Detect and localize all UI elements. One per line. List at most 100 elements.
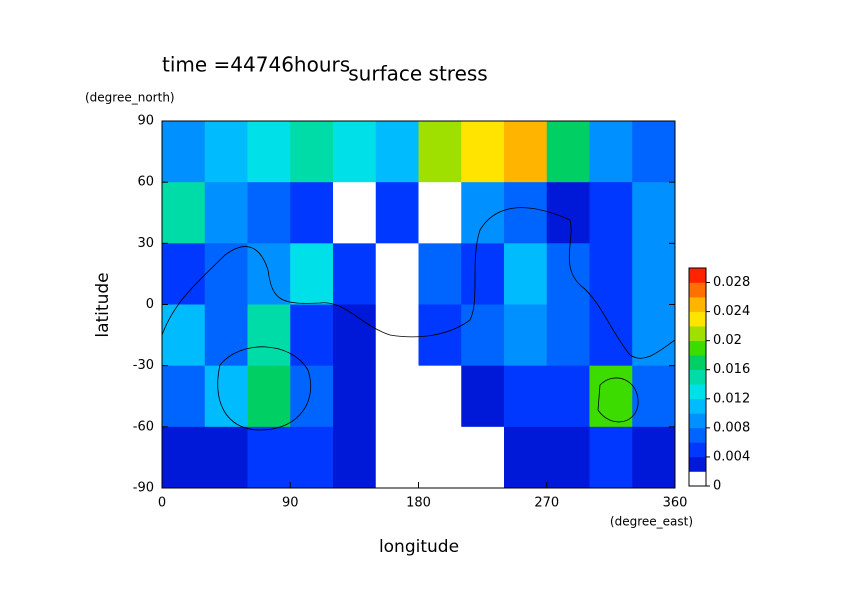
chart-title: surface stress <box>348 62 487 86</box>
cell <box>290 304 334 367</box>
cell <box>461 304 505 367</box>
cell <box>632 121 676 183</box>
cell <box>290 121 334 183</box>
coastline <box>217 346 312 431</box>
coastline <box>597 377 639 423</box>
cell <box>546 243 590 305</box>
colorbar-swatch <box>689 427 706 443</box>
x-unit: (degree_east) <box>610 515 693 529</box>
cell <box>589 426 633 489</box>
cell <box>247 426 291 489</box>
cell <box>290 243 334 305</box>
cell <box>632 426 676 489</box>
y-tick-label: -30 <box>133 358 154 373</box>
cell <box>546 304 590 367</box>
colorbar-swatch <box>689 340 706 356</box>
colorbar-swatch <box>689 369 706 385</box>
cell <box>632 243 676 305</box>
colorbar-swatch <box>689 398 706 414</box>
cell <box>204 365 248 428</box>
colorbar-swatch <box>689 282 706 298</box>
cell <box>247 365 291 428</box>
cell <box>333 426 377 489</box>
colorbar-swatch <box>689 297 706 312</box>
colorbar-tick-label: 0.028 <box>713 275 750 290</box>
cell <box>247 182 291 244</box>
cell <box>461 243 505 305</box>
y-axis-label: latitude <box>93 272 113 337</box>
x-tick-label: 180 <box>406 496 431 511</box>
cell <box>375 365 419 428</box>
cell <box>504 121 548 183</box>
cell <box>589 243 633 305</box>
colorbar-swatch <box>689 413 706 429</box>
cell <box>333 304 377 367</box>
y-tick-label: -60 <box>133 419 154 434</box>
cell <box>290 426 334 489</box>
cell <box>418 365 462 428</box>
y-tick-label: 60 <box>137 175 154 190</box>
colorbar-swatch <box>689 268 706 283</box>
cell <box>546 426 590 489</box>
cell <box>247 304 291 367</box>
cell <box>333 121 377 183</box>
colorbar-tick-label: 0.004 <box>713 449 750 464</box>
cell <box>589 182 633 244</box>
cell <box>333 182 377 244</box>
cell <box>418 121 462 183</box>
cell <box>204 182 248 244</box>
colorbar-swatch <box>689 311 706 327</box>
coastline <box>161 207 676 359</box>
cell <box>504 365 548 428</box>
colorbar-tick-label: 0.012 <box>713 391 750 406</box>
cell <box>333 365 377 428</box>
colorbar-swatch <box>689 355 706 371</box>
colorbar-swatch <box>689 471 706 487</box>
cell <box>375 182 419 244</box>
cell <box>632 304 676 367</box>
cell <box>247 121 291 183</box>
cell <box>162 304 206 367</box>
colorbar-tick-label: 0.02 <box>713 333 742 348</box>
cell <box>204 304 248 367</box>
cell <box>504 243 548 305</box>
colorbar-tick-label: 0.024 <box>713 304 750 319</box>
x-tick-label: 360 <box>663 496 688 511</box>
time-label: time =44746hours <box>162 53 350 77</box>
cell <box>589 304 633 367</box>
cell <box>375 304 419 367</box>
cell <box>589 365 633 428</box>
field <box>162 121 676 489</box>
cell <box>375 426 419 489</box>
x-tick-label: 0 <box>158 496 166 511</box>
cell <box>504 182 548 244</box>
colorbar-swatch <box>689 384 706 400</box>
colorbar-tick-label: 0.008 <box>713 420 750 435</box>
y-tick-label: 0 <box>146 297 154 312</box>
cell <box>333 243 377 305</box>
x-tick-label: 90 <box>282 496 299 511</box>
cell <box>504 426 548 489</box>
colorbar-swatch <box>689 326 706 341</box>
cell <box>461 365 505 428</box>
colorbar-frame <box>688 267 707 487</box>
cell <box>247 243 291 305</box>
y-tick-label: 90 <box>137 114 154 129</box>
x-axis-label: longitude <box>379 537 459 557</box>
cell <box>162 121 206 183</box>
colorbar-tick-label: 0 <box>713 479 721 494</box>
cell <box>375 243 419 305</box>
cell <box>162 426 206 489</box>
cell <box>461 121 505 183</box>
cell <box>418 426 462 489</box>
cell <box>204 121 248 183</box>
y-unit: (degree_north) <box>85 91 175 105</box>
colorbar-tick-label: 0.016 <box>713 362 750 377</box>
colorbar-swatch <box>689 442 706 458</box>
cell <box>589 121 633 183</box>
cell <box>632 365 676 428</box>
cell <box>546 121 590 183</box>
cell <box>418 304 462 367</box>
x-tick-label: 270 <box>534 496 559 511</box>
